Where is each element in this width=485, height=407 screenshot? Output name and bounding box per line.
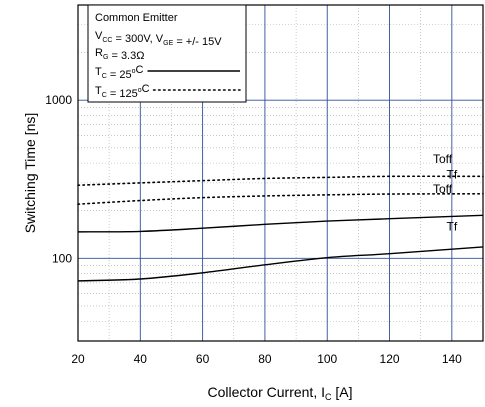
series-line-tf-25c — [77, 246, 484, 282]
legend-text-part: T — [95, 85, 102, 97]
series-line-toff-125c — [77, 175, 484, 187]
series-label-tf: Tf — [447, 219, 458, 233]
legend-entry: TC = 125oC — [95, 83, 150, 100]
legend-subscript: C — [102, 92, 107, 99]
series-label-toff: Toff — [433, 182, 453, 196]
legend-superscript: o — [132, 68, 136, 75]
legend-subscript: GE — [163, 40, 173, 47]
x-tick-label: 20 — [71, 352, 85, 366]
y-tick-label: 1000 — [45, 93, 72, 107]
legend-text-part: T — [95, 66, 102, 78]
legend-subscript: CC — [102, 37, 112, 44]
legend-text-part: = 125 — [107, 88, 138, 100]
x-tick-label: 60 — [196, 352, 210, 366]
legend-entry: RG = 3.3Ω — [95, 47, 144, 62]
y-tick-label: 100 — [52, 251, 72, 265]
legend-text-part: C — [135, 64, 143, 76]
legend-text-part: R — [95, 47, 103, 59]
legend-box — [87, 4, 247, 103]
x-tick-label: 80 — [258, 352, 272, 366]
legend-entry: Common Emitter — [95, 12, 178, 24]
legend-text-part: = +/- 15V — [173, 36, 222, 48]
x-axis-title-sub: C — [325, 392, 332, 402]
x-tick-label: 140 — [442, 352, 462, 366]
x-axis-title-main: Collector Current, I — [208, 384, 325, 400]
y-axis-title: Switching Time [ns] — [22, 113, 38, 234]
series-label-toff: Toff — [433, 152, 453, 166]
legend-text-part: V — [95, 30, 103, 42]
series-line-tf-125c — [77, 192, 484, 205]
x-axis-title: Collector Current, IC [A] — [208, 384, 353, 402]
legend-entry: VCC = 300V, VGE = +/- 15V — [95, 30, 222, 48]
x-tick-label: 100 — [317, 352, 337, 366]
legend-text-part: = 300V, V — [112, 33, 163, 45]
x-axis-title-unit: [A] — [331, 384, 352, 400]
legend-text-part: = 25 — [107, 69, 132, 81]
legend-text-part: C — [142, 83, 150, 95]
series-label-tf: Tf — [447, 167, 458, 181]
major-grid — [78, 5, 483, 341]
minor-grid — [78, 5, 483, 341]
series-line-toff-25c — [77, 214, 484, 233]
y-tick-labels: 100 1000 — [45, 93, 72, 265]
x-tick-labels: 20 40 60 80 100 120 140 — [71, 352, 462, 366]
x-tick-label: 40 — [134, 352, 148, 366]
legend-text-part: Common Emitter — [95, 12, 178, 24]
legend-entry: TC = 25oC — [95, 64, 143, 81]
x-tick-label: 120 — [380, 352, 400, 366]
legend-subscript: G — [103, 54, 108, 61]
legend-text-part: = 3.3Ω — [108, 50, 144, 62]
series-layer — [77, 175, 484, 282]
legend-superscript: o — [138, 87, 142, 94]
legend-subscript: C — [102, 73, 107, 80]
plot-frame — [77, 4, 484, 342]
